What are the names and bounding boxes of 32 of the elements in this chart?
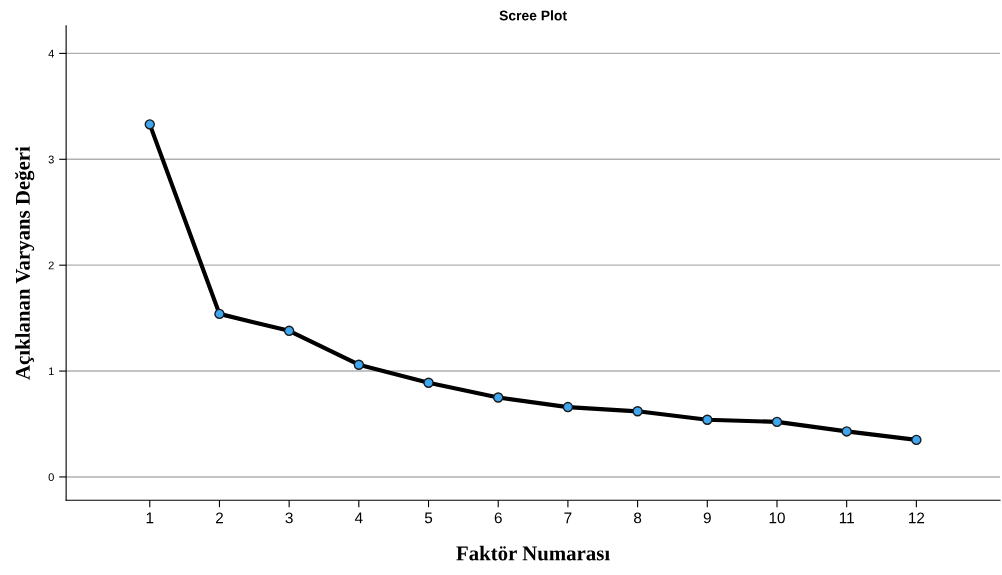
x-tick-label: 3 [285, 512, 293, 524]
point [283, 325, 295, 337]
chart-title: Scree Plot [499, 10, 567, 21]
x-tick-label: 11 [839, 512, 854, 524]
y-tick-label: 0 [48, 473, 54, 482]
y-tick-label: 1 [48, 367, 54, 376]
x-tick-label: 10 [769, 512, 785, 524]
y-tick-label: 4 [48, 49, 54, 58]
point [353, 359, 365, 370]
x-tick-label: 4 [354, 512, 363, 524]
point [214, 308, 225, 320]
x-tick-label: 1 [146, 512, 154, 524]
y-axis-title: Açıklanan Varyans Değeri [14, 146, 35, 380]
y-tick-label: 3 [48, 155, 54, 164]
x-tick-label: 7 [564, 512, 572, 524]
point [144, 119, 155, 130]
x-axis-title: Faktör Numarası [456, 545, 610, 561]
point [771, 416, 783, 428]
point [702, 414, 713, 425]
x-tick-label: 5 [424, 512, 433, 524]
x-tick-label: 12 [909, 512, 925, 524]
point [493, 392, 504, 403]
point [423, 377, 434, 388]
point [632, 406, 643, 417]
point [911, 434, 922, 446]
y-tick-label: 2 [48, 261, 54, 270]
point [841, 426, 852, 437]
x-tick-label: 2 [215, 512, 223, 524]
x-tick-label: 6 [494, 512, 502, 524]
point [562, 401, 574, 413]
x-tick-label: 9 [703, 512, 711, 524]
x-tick-label: 8 [634, 512, 642, 524]
